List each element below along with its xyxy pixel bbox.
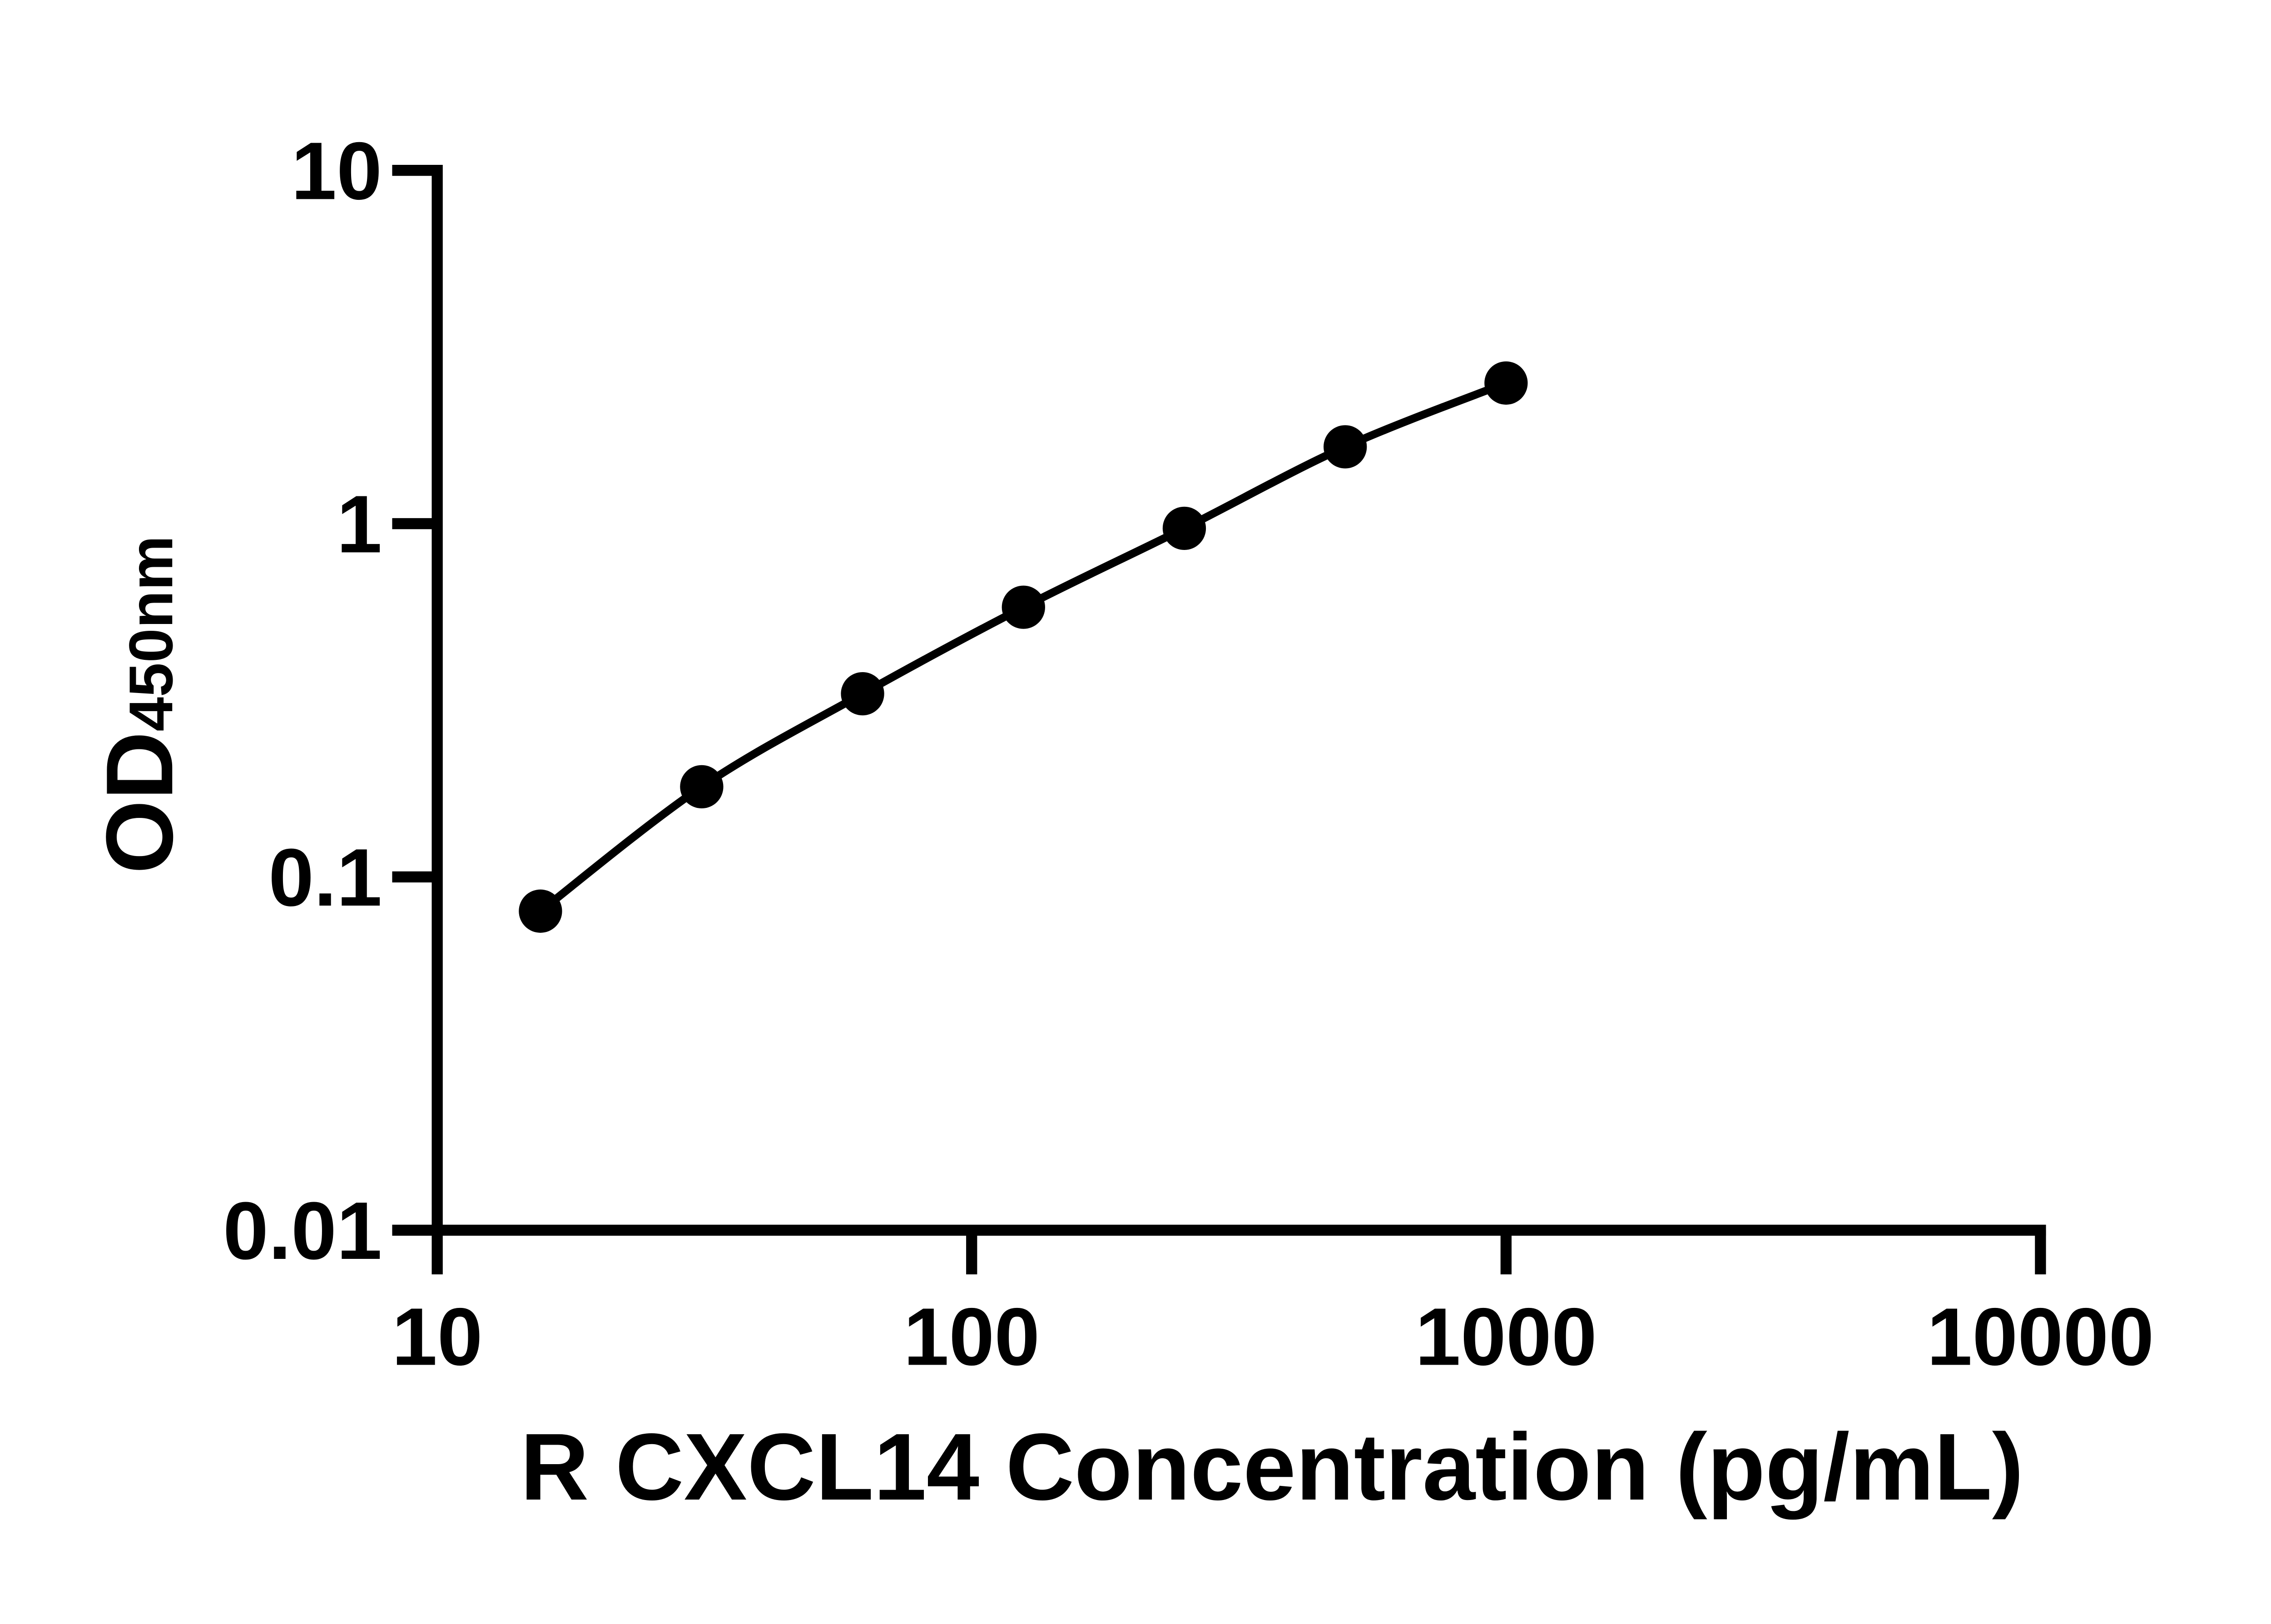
x-tick-label: 10000 [1927, 1291, 2154, 1382]
x-tick-label: 100 [903, 1291, 1040, 1382]
fit-curve-line [536, 379, 1510, 916]
y-tick-label: 10 [291, 125, 382, 217]
y-tick-label: 0.01 [223, 1185, 382, 1277]
y-tick-label: 0.1 [268, 832, 382, 923]
data-point [1324, 425, 1367, 469]
data-point [1162, 506, 1206, 550]
y-axis-title-sub: 450nm [116, 535, 185, 731]
data-point [680, 765, 724, 809]
x-axis-title: R CXCL14 Concentration (pg/mL) [520, 1414, 2023, 1520]
y-axis-title-main: OD [87, 732, 193, 874]
x-tick-label: 10 [392, 1291, 483, 1382]
x-axis-ticks [431, 1230, 2046, 1275]
y-tick-label: 1 [337, 479, 382, 570]
y-axis-ticks [392, 164, 437, 1236]
plot-area [519, 361, 1528, 933]
y-axis-tick-labels: 10 1 0.1 0.01 [223, 125, 382, 1277]
x-tick-label: 1000 [1415, 1291, 1597, 1382]
data-point [1002, 585, 1045, 629]
axes [431, 164, 2046, 1236]
y-axis-title: OD450nm [87, 535, 193, 874]
x-axis-tick-labels: 10 100 1000 10000 [392, 1291, 2154, 1382]
data-point [1484, 361, 1528, 405]
data-points [519, 361, 1528, 933]
data-point [841, 672, 884, 716]
data-point [519, 889, 562, 933]
